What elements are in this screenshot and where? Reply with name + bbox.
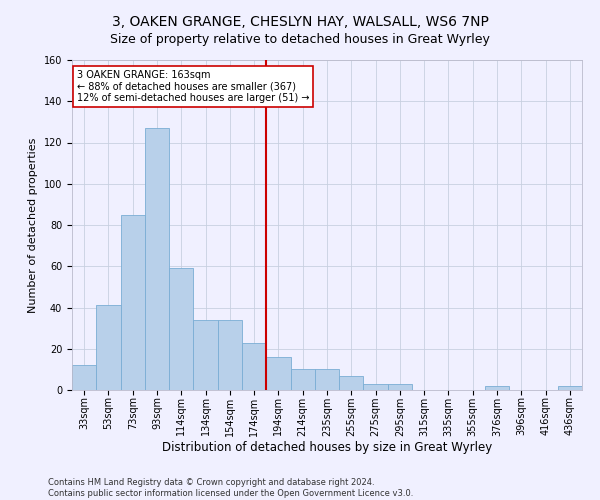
Text: 3, OAKEN GRANGE, CHESLYN HAY, WALSALL, WS6 7NP: 3, OAKEN GRANGE, CHESLYN HAY, WALSALL, W… bbox=[112, 15, 488, 29]
Bar bbox=[558, 386, 582, 390]
Text: 3 OAKEN GRANGE: 163sqm
← 88% of detached houses are smaller (367)
12% of semi-de: 3 OAKEN GRANGE: 163sqm ← 88% of detached… bbox=[77, 70, 310, 103]
Bar bbox=[145, 128, 169, 390]
Bar bbox=[364, 384, 388, 390]
Bar bbox=[169, 268, 193, 390]
Text: Contains HM Land Registry data © Crown copyright and database right 2024.
Contai: Contains HM Land Registry data © Crown c… bbox=[48, 478, 413, 498]
Bar bbox=[485, 386, 509, 390]
Bar bbox=[96, 306, 121, 390]
Bar bbox=[290, 370, 315, 390]
Bar bbox=[218, 320, 242, 390]
X-axis label: Distribution of detached houses by size in Great Wyrley: Distribution of detached houses by size … bbox=[162, 442, 492, 454]
Text: Size of property relative to detached houses in Great Wyrley: Size of property relative to detached ho… bbox=[110, 32, 490, 46]
Bar bbox=[242, 342, 266, 390]
Bar bbox=[266, 357, 290, 390]
Bar bbox=[72, 365, 96, 390]
Bar bbox=[315, 370, 339, 390]
Bar bbox=[121, 214, 145, 390]
Bar bbox=[339, 376, 364, 390]
Bar bbox=[193, 320, 218, 390]
Bar bbox=[388, 384, 412, 390]
Y-axis label: Number of detached properties: Number of detached properties bbox=[28, 138, 38, 312]
